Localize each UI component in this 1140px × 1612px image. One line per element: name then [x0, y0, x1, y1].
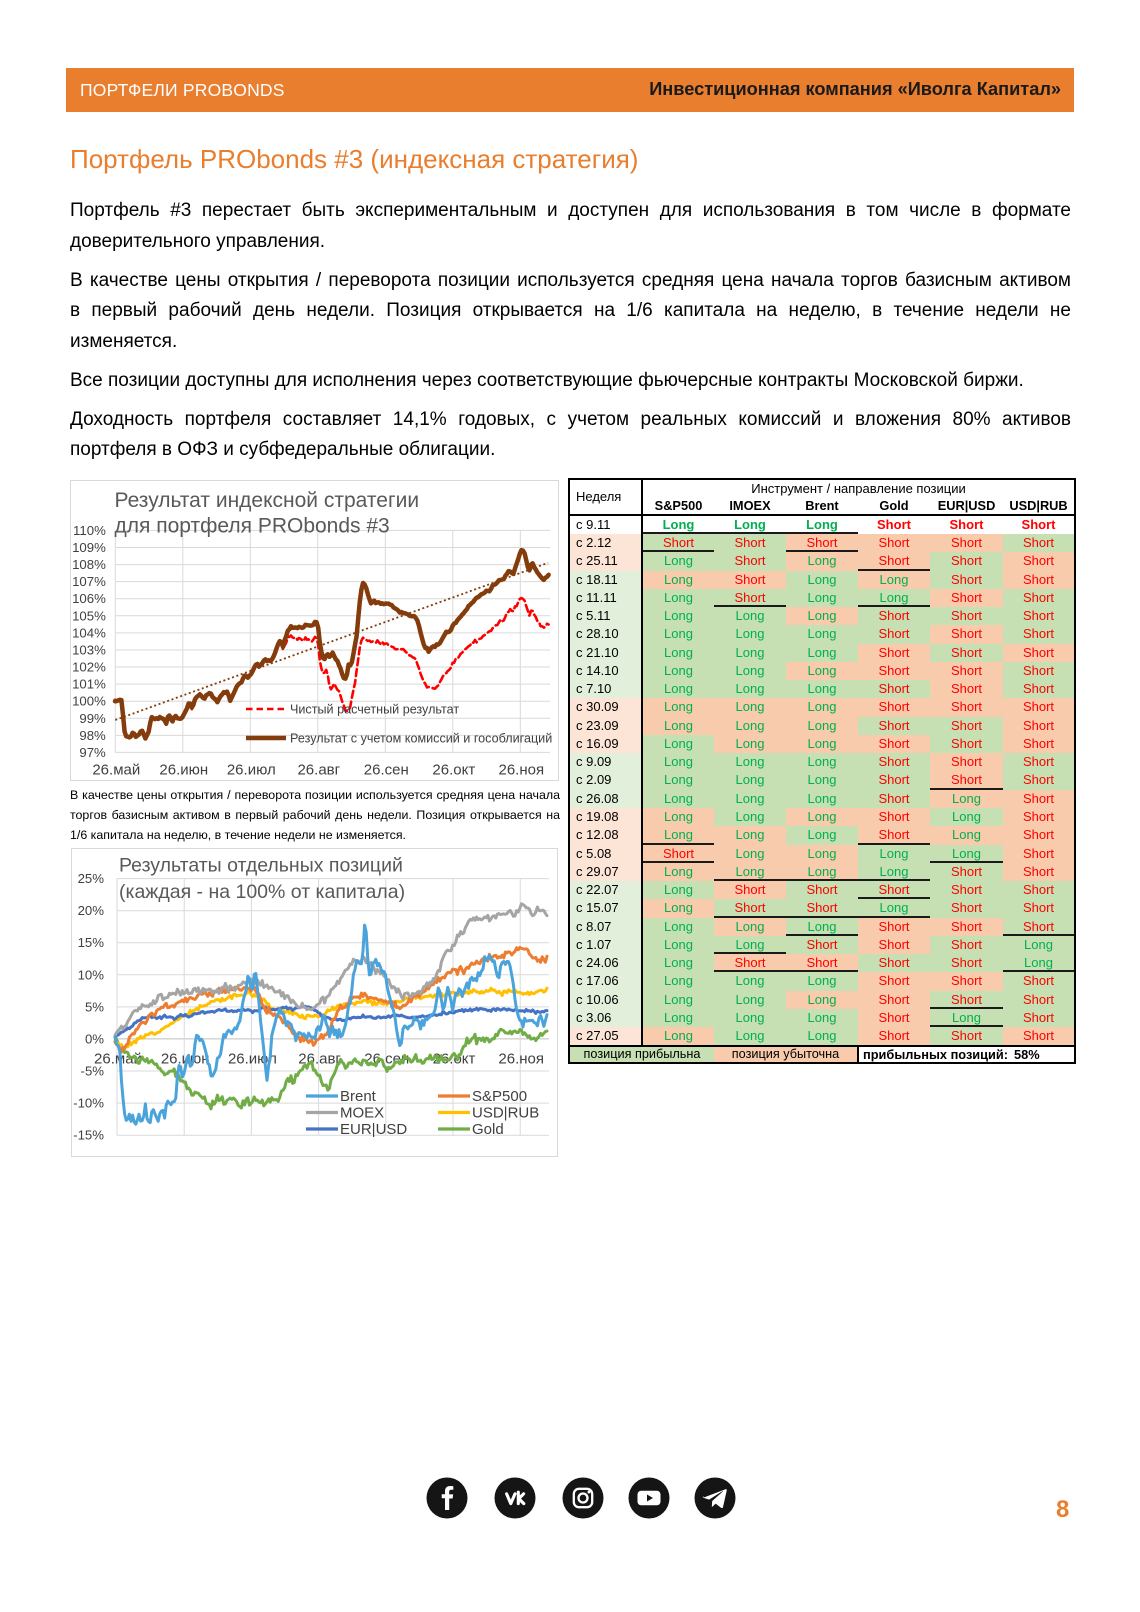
svg-text:S&P500: S&P500 [472, 1088, 527, 1105]
svg-text:-5%: -5% [81, 1064, 105, 1079]
svg-text:Результаты отдельных позиций: Результаты отдельных позиций [119, 855, 403, 877]
svg-text:26.сен: 26.сен [364, 761, 409, 778]
svg-text:10%: 10% [78, 967, 105, 982]
svg-text:110%: 110% [73, 523, 106, 538]
svg-text:26.июн: 26.июн [161, 1050, 210, 1067]
svg-text:20%: 20% [78, 903, 105, 918]
svg-text:(каждая - на 100% от капитала): (каждая - на 100% от капитала) [119, 881, 405, 903]
svg-text:USD|RUB: USD|RUB [472, 1105, 539, 1122]
svg-text:102%: 102% [72, 660, 106, 675]
svg-text:108%: 108% [72, 557, 106, 572]
svg-text:26.окт: 26.окт [432, 761, 475, 778]
svg-text:26.ноя: 26.ноя [498, 1050, 544, 1067]
svg-text:EUR|USD: EUR|USD [340, 1121, 407, 1138]
svg-text:Gold: Gold [472, 1121, 504, 1138]
svg-text:-10%: -10% [73, 1096, 104, 1111]
svg-text:MOEX: MOEX [340, 1105, 384, 1122]
svg-text:5%: 5% [85, 999, 104, 1014]
svg-text:107%: 107% [72, 574, 106, 589]
svg-text:26.май: 26.май [92, 761, 140, 778]
svg-text:26.авг: 26.авг [297, 761, 340, 778]
svg-text:103%: 103% [72, 643, 106, 658]
svg-text:101%: 101% [72, 677, 106, 692]
svg-text:97%: 97% [79, 745, 106, 760]
svg-text:-15%: -15% [73, 1128, 104, 1143]
svg-text:105%: 105% [72, 608, 106, 623]
svg-text:Чистый расчетный результат: Чистый расчетный результат [290, 703, 459, 717]
svg-text:25%: 25% [78, 871, 105, 886]
svg-text:Результат индексной стратегии: Результат индексной стратегии [115, 489, 420, 512]
svg-text:104%: 104% [72, 625, 106, 640]
svg-text:Brent: Brent [340, 1088, 377, 1105]
svg-text:26.ноя: 26.ноя [498, 761, 544, 778]
svg-text:99%: 99% [79, 711, 106, 726]
svg-text:26.окт: 26.окт [433, 1050, 476, 1067]
svg-text:100%: 100% [72, 694, 106, 709]
svg-text:26.июн: 26.июн [159, 761, 208, 778]
svg-text:15%: 15% [78, 935, 105, 950]
svg-text:26.июл: 26.июл [227, 761, 276, 778]
svg-text:для портфеля PRObonds #3: для портфеля PRObonds #3 [115, 515, 390, 538]
svg-text:0%: 0% [85, 1031, 104, 1046]
svg-text:98%: 98% [79, 728, 106, 743]
svg-text:109%: 109% [72, 540, 106, 555]
svg-text:106%: 106% [72, 591, 106, 606]
svg-text:Результат с учетом комиссий и: Результат с учетом комиссий и гособлигац… [290, 732, 552, 746]
